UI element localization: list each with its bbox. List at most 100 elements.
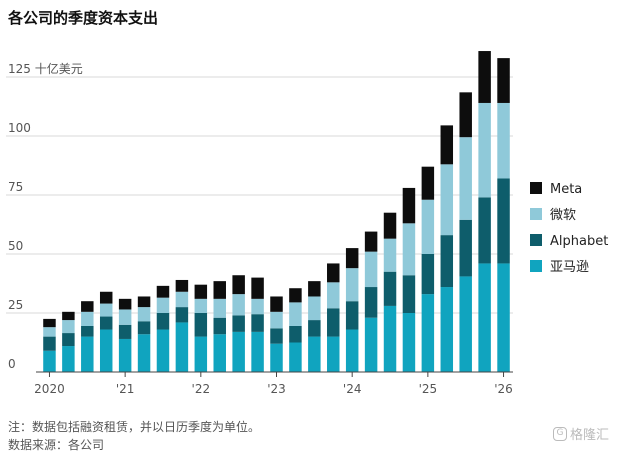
bar-2025Q2-微软: [440, 164, 454, 236]
bar-2024Q1-Alphabet: [345, 301, 359, 330]
bar-2024Q4-亚马逊: [402, 313, 416, 372]
bar-2022Q2-Alphabet: [213, 317, 226, 335]
y-tick-label-100: 100: [8, 121, 31, 135]
bar-2025Q4-微软: [478, 102, 491, 198]
watermark-logo-icon: G: [552, 426, 567, 441]
bar-2025Q3-亚马逊: [459, 276, 472, 372]
bar-2021Q1-亚马逊: [118, 338, 132, 372]
bar-2020Q2-Alphabet: [62, 333, 75, 347]
bar-2022Q1-Meta: [194, 284, 208, 299]
bar-2020Q3-微软: [81, 311, 94, 326]
bar-2022Q1-Alphabet: [194, 313, 208, 337]
bar-2021Q3-Alphabet: [156, 313, 170, 330]
bar-2024Q1-亚马逊: [345, 329, 359, 372]
x-tick-label-8: '22: [192, 382, 211, 396]
bar-2020Q1-微软: [43, 327, 56, 337]
bar-2024Q3-微软: [383, 238, 397, 272]
bar-2021Q4-Meta: [175, 279, 189, 292]
watermark: G 格隆汇: [552, 424, 609, 443]
bar-2025Q4-Alphabet: [478, 197, 491, 264]
bar-2023Q3-微软: [308, 296, 321, 321]
bar-2025Q2-Alphabet: [440, 235, 454, 288]
bar-2022Q1-亚马逊: [194, 336, 208, 372]
bar-2020Q1-亚马逊: [43, 350, 56, 372]
bar-2025Q1-Alphabet: [421, 254, 435, 295]
bar-2023Q1-Meta: [270, 296, 283, 312]
bar-2024Q1-微软: [345, 268, 359, 302]
legend: Meta 微软 Alphabet 亚马逊: [530, 182, 608, 275]
legend-swatch-1: [530, 208, 542, 220]
bar-2025Q1-Meta: [421, 166, 435, 200]
bar-2020Q3-Meta: [81, 301, 94, 312]
bar-2024Q2-亚马逊: [364, 317, 378, 372]
y-tick-label-25: 25: [8, 298, 23, 312]
bar-2023Q1-亚马逊: [270, 343, 283, 372]
bar-2023Q3-Alphabet: [308, 320, 321, 337]
bar-2021Q1-Alphabet: [118, 324, 132, 339]
source-note: 数据来源：各公司: [8, 438, 105, 452]
bar-2025Q4-亚马逊: [478, 263, 491, 372]
bar-2023Q3-Meta: [308, 281, 321, 297]
watermark-text: 格隆汇: [569, 428, 609, 443]
bar-2025Q4-Meta: [478, 51, 491, 103]
bar-2021Q1-Meta: [118, 298, 132, 310]
y-tick-label-0: 0: [8, 357, 16, 371]
bar-2022Q4-亚马逊: [251, 331, 264, 372]
legend-label-3: 亚马逊: [550, 260, 589, 275]
bar-2020Q4-Meta: [99, 291, 113, 304]
bar-2021Q4-Alphabet: [175, 307, 189, 323]
x-tick-label-12: '23: [267, 382, 286, 396]
bar-2020Q2-亚马逊: [62, 346, 75, 372]
bar-2022Q2-亚马逊: [213, 334, 226, 372]
bar-2020Q2-微软: [62, 320, 75, 334]
bar-2022Q4-Meta: [251, 277, 264, 299]
bar-2023Q3-亚马逊: [308, 336, 321, 372]
bar-2022Q2-Meta: [213, 281, 226, 299]
bar-2023Q2-Meta: [289, 288, 302, 303]
x-tick-label-4: '21: [116, 382, 135, 396]
bar-2020Q3-亚马逊: [81, 336, 94, 372]
bar-2021Q4-亚马逊: [175, 322, 189, 372]
bar-2026Q1-Meta: [497, 58, 510, 103]
legend-label-0: Meta: [550, 182, 582, 197]
bar-2025Q3-微软: [459, 137, 472, 220]
bar-2021Q1-微软: [118, 309, 132, 325]
bar-2024Q3-Meta: [383, 212, 397, 239]
bar-2021Q2-Meta: [137, 296, 151, 308]
footnote: 注：数据包括融资租赁，并以日历季度为单位。: [8, 420, 261, 434]
bars: [43, 51, 510, 372]
bar-2023Q2-Alphabet: [289, 325, 302, 343]
bar-2021Q3-亚马逊: [156, 329, 170, 372]
bar-2025Q1-亚马逊: [421, 294, 435, 372]
bar-2023Q2-亚马逊: [289, 342, 302, 372]
bar-2022Q1-微软: [194, 298, 208, 313]
bar-2026Q1-亚马逊: [497, 263, 510, 372]
bar-2025Q2-Meta: [440, 125, 454, 165]
y-tick-label-75: 75: [8, 180, 23, 194]
bar-2024Q2-微软: [364, 251, 378, 288]
y-tick-label-125: 125 十亿美元: [8, 61, 83, 76]
bar-2021Q3-微软: [156, 297, 170, 313]
bar-2025Q3-Alphabet: [459, 219, 472, 277]
legend-label-1: 微软: [550, 208, 576, 223]
bar-2025Q1-微软: [421, 199, 435, 254]
bar-2024Q3-亚马逊: [383, 305, 397, 372]
bar-2020Q4-亚马逊: [99, 329, 113, 372]
bar-2022Q3-Meta: [232, 275, 245, 295]
chart-title: 各公司的季度资本支出: [8, 9, 159, 27]
bar-2022Q4-Alphabet: [251, 314, 264, 332]
bar-2026Q1-Alphabet: [497, 178, 510, 264]
bar-2023Q4-Alphabet: [327, 308, 340, 337]
bar-2023Q1-Alphabet: [270, 328, 283, 344]
bar-2020Q1-Meta: [43, 318, 56, 328]
bar-2024Q2-Meta: [364, 231, 378, 252]
bar-2020Q4-Alphabet: [99, 316, 113, 330]
bar-2021Q2-Alphabet: [137, 321, 151, 335]
bar-2021Q2-亚马逊: [137, 334, 151, 372]
bar-2022Q2-微软: [213, 298, 226, 318]
bar-2020Q3-Alphabet: [81, 325, 94, 337]
axes: 0 25 50 75 100 125 十亿美元 2020 '21 '22 '23 '24 '25 '26: [8, 61, 513, 396]
bar-2020Q1-Alphabet: [43, 336, 56, 351]
bar-2022Q3-Alphabet: [232, 315, 245, 332]
